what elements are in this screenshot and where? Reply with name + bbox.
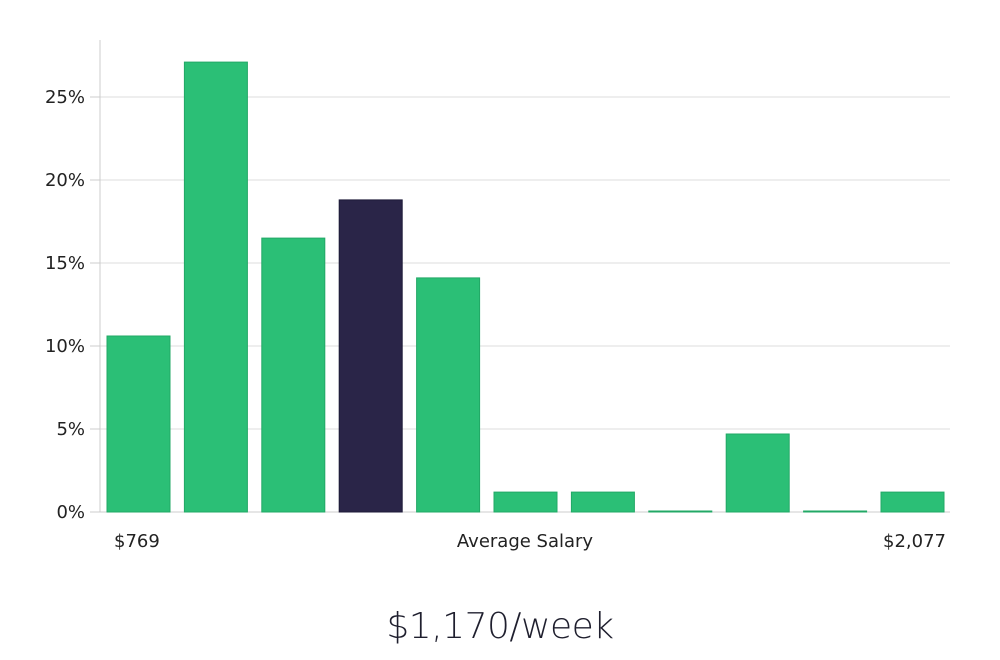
y-tick-label: 0% [56,502,85,523]
x-min-label: $769 [114,531,160,552]
bars [106,61,945,513]
salary-distribution-chart: 0% 5% 10% 15% 20% 25% $769 Average Salary $2,… [45,40,950,552]
y-tick-label: 20% [45,170,85,191]
bar [725,433,790,513]
bar [493,491,558,513]
bar [570,491,635,513]
y-tick-label: 25% [45,87,85,108]
bar [803,510,868,513]
bar [880,491,945,513]
average-salary-headline: $1,170/week [386,606,614,647]
bar-highlighted [338,199,403,513]
x-axis-title: Average Salary [457,531,594,552]
y-tick-label: 5% [56,419,85,440]
x-max-label: $2,077 [883,531,946,552]
bar [261,237,326,513]
bar [183,61,248,513]
bar [416,277,481,513]
bar [648,510,713,513]
y-tick-label: 15% [45,253,85,274]
y-tick-label: 10% [45,336,85,357]
y-tick-labels: 0% 5% 10% 15% 20% 25% [45,87,100,523]
bar [106,335,171,513]
